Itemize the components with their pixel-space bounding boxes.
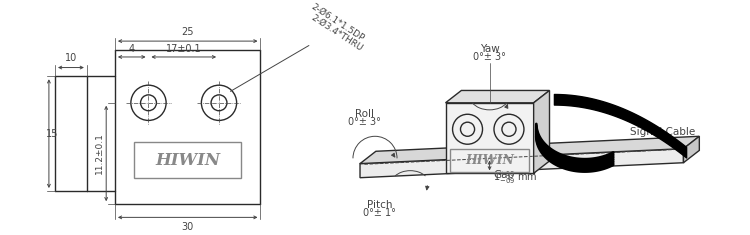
Polygon shape — [534, 90, 550, 173]
Text: 30: 30 — [182, 222, 194, 232]
Polygon shape — [446, 90, 550, 103]
Bar — [134, 142, 241, 178]
Text: 4: 4 — [129, 44, 135, 54]
Text: 11.2±0.1: 11.2±0.1 — [95, 133, 104, 174]
Text: Pitch: Pitch — [367, 200, 392, 210]
Text: Roll: Roll — [355, 109, 374, 119]
Text: 0°± 3°: 0°± 3° — [348, 117, 381, 127]
Text: Yaw: Yaw — [480, 44, 500, 54]
Polygon shape — [683, 136, 699, 163]
Text: 0°± 3°: 0°± 3° — [473, 52, 506, 62]
Polygon shape — [360, 149, 683, 178]
Text: 17±0.1: 17±0.1 — [166, 44, 202, 54]
Text: 15: 15 — [46, 129, 58, 139]
Text: 1$^{+10}_{-09}$ mm: 1$^{+10}_{-09}$ mm — [493, 169, 538, 186]
Text: 10: 10 — [64, 53, 77, 63]
Text: 25: 25 — [182, 27, 194, 37]
Bar — [450, 149, 530, 172]
Text: HIWIN: HIWIN — [155, 152, 220, 168]
Polygon shape — [360, 136, 699, 164]
Text: 2-Ø6.1*1.5DP: 2-Ø6.1*1.5DP — [310, 2, 366, 43]
Polygon shape — [446, 103, 534, 173]
Text: HIWIN: HIWIN — [465, 154, 514, 167]
Text: 2-Ø3.4*THRU: 2-Ø3.4*THRU — [310, 13, 364, 53]
Text: Signal Cable: Signal Cable — [630, 127, 695, 137]
Text: 0°± 1°: 0°± 1° — [363, 208, 396, 218]
Text: Gap: Gap — [493, 170, 514, 180]
